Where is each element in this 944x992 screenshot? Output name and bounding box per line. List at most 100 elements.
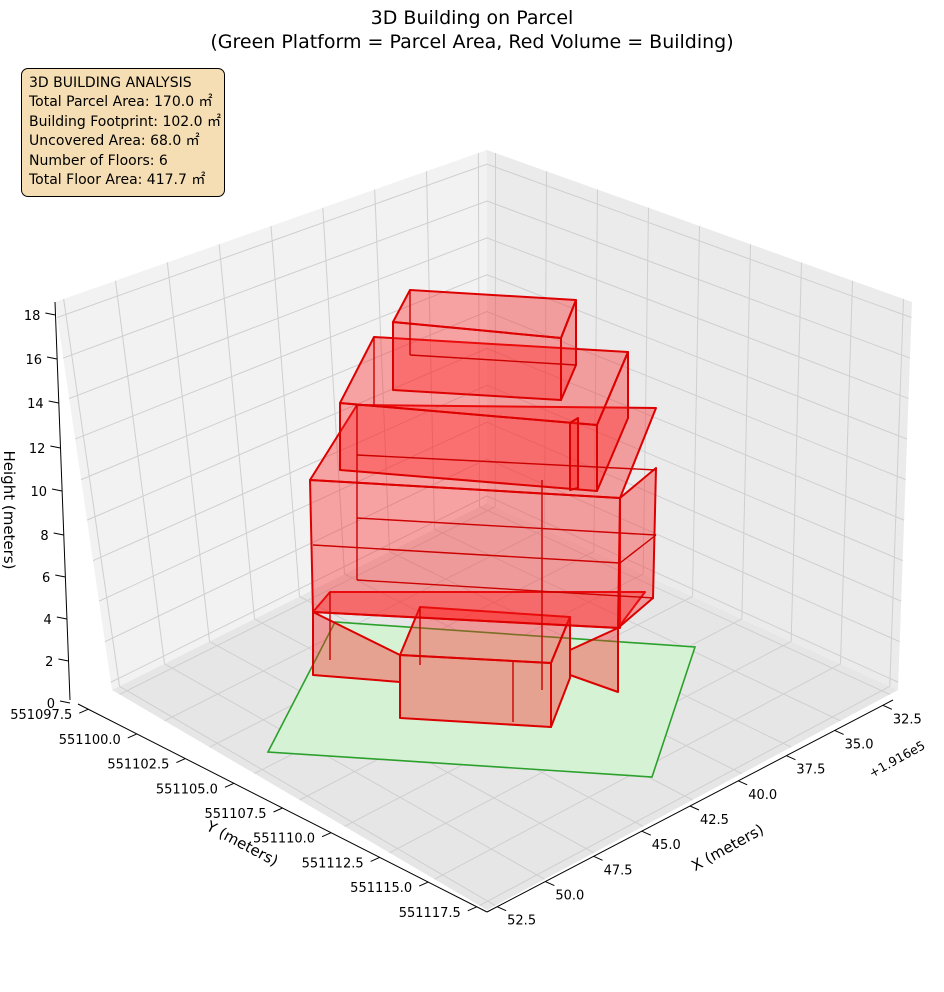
height-grid-line [63,200,911,359]
z-tick-mark [59,700,71,704]
back-grid-vertical-left [374,189,390,552]
z-tick-mark [46,356,58,360]
x-tick-label: 32.5 [893,712,922,727]
x-tick-mark [834,730,844,735]
y-tick-mark [176,758,186,764]
x-tick-label: 37.5 [796,763,825,778]
x-tick-mark [593,855,603,861]
x-tick-label: 52.5 [507,914,536,929]
height-grid-line [80,311,906,481]
z-tick-label: 0 [47,697,55,712]
y-tick-mark [321,832,332,838]
height-grid-line [57,163,912,318]
y-tick-mark [224,782,235,788]
back-grid-vertical-left [114,280,165,664]
y-tick-label: 551110.0 [253,832,315,847]
y-tick-mark [419,881,429,887]
z-tick-label: 2 [45,655,53,670]
back-grid-vertical-right [544,171,547,530]
back-grid-vertical-right [790,262,802,642]
x-tick-mark [882,704,893,710]
x-offset-label: +1.916e5 [866,737,927,780]
info-line-footprint: Building Footprint: 102.0 ㎡ [29,113,222,130]
y-tick-label: 551112.5 [302,856,364,871]
y-tick-label: 551097.5 [10,708,72,723]
x-tick-mark [641,830,651,836]
z-tick-label: 8 [40,529,48,544]
info-heading: 3D BUILDING ANALYSIS [29,75,192,91]
back-grid-vertical-left [270,225,300,597]
entrance-block-front [399,654,552,728]
fourth-floor-side [596,351,629,492]
y-tick-label: 551100.0 [59,733,121,748]
height-grid-line [86,347,905,521]
x-tick-label: 50.0 [555,889,584,904]
info-line-floors: Number of Floors: 6 [29,152,168,169]
z-tick-mark [48,400,59,404]
back-grid-vertical-left [218,244,255,619]
y-tick-mark [79,708,89,714]
x-tick-label: 35.0 [845,737,874,752]
x-tick-label: 47.5 [604,863,633,878]
x-tick-label: 45.0 [652,838,681,853]
back-grid-vertical-left [426,171,435,530]
back-grid-vertical-right [692,225,700,597]
y-tick-label: 551115.0 [350,881,412,896]
back-grid-vertical-right [741,244,751,619]
back-grid-vertical-left [166,262,210,642]
x-tick-mark [786,755,796,761]
y-tick-mark [127,733,137,739]
y-tick-label: 551102.5 [107,758,169,773]
chart-subtitle-line: (Green Platform = Parcel Area, Red Volum… [210,31,734,53]
x-tick-mark [545,881,555,886]
entrance-block-side [550,616,571,728]
info-line-parcel-area: Total Parcel Area: 170.0 ㎡ [29,94,213,111]
z-tick-label: 18 [24,309,41,324]
z-tick-mark [50,445,61,449]
y-tick-label: 551117.5 [399,906,461,921]
z-tick-label: 4 [44,613,52,628]
back-grid-vertical-right [889,298,904,687]
chart-title-line: 3D Building on Parcel [370,7,574,29]
floor-grid-line-x [434,528,841,722]
z-tick-label: 6 [42,571,50,586]
z-tick-label: 16 [25,353,42,368]
z-tick-mark [45,312,56,316]
info-line-uncovered: Uncovered Area: 68.0 ㎡ [29,133,200,150]
chart-title: 3D Building on Parcel (Green Platform = … [0,6,944,54]
height-grid-line [104,458,900,643]
x-tick-mark [496,906,507,912]
x-tick-mark [689,805,700,811]
height-grid-line [110,495,899,683]
height-grid-line [92,384,903,562]
back-grid-vertical-left [63,298,120,687]
axes: 0 2 4 6 8 10 12 14 16 18 551097.5 551100.0 551102.5 5… [10,301,922,929]
z-tick-mark [55,574,66,578]
x-tick-label: 42.5 [700,813,729,828]
z-tick-mark [56,616,67,620]
back-right-pane [487,150,912,690]
info-line-floor-area: Total Floor Area: 417.7 ㎡ [29,172,206,189]
analysis-info-box: 3D BUILDING ANALYSIS Total Parcel Area: … [21,68,225,198]
back-grid-vertical-right [642,207,649,575]
height-grid-line [74,274,908,440]
z-tick-mark [53,532,64,536]
building-inner-edges [312,290,657,722]
z-tick-label: 14 [27,397,44,412]
back-grid-vertical-right [839,280,853,664]
z-tick-mark [58,658,69,662]
x-tick-mark [738,780,748,786]
z-tick-label: 12 [29,442,46,457]
z-axis-line [54,301,71,701]
floor-grid-line-x [164,663,545,880]
y-tick-mark [370,856,380,862]
protrusion [569,417,579,491]
z-tick-mark [51,488,63,492]
z-axis-label: Height (meters) [0,451,18,570]
floor-grid-line-x [119,685,496,907]
height-grid-line [98,421,902,602]
height-grid-line [69,237,909,400]
y-tick-mark [273,807,283,813]
y-tick-label: 551105.0 [156,782,218,797]
